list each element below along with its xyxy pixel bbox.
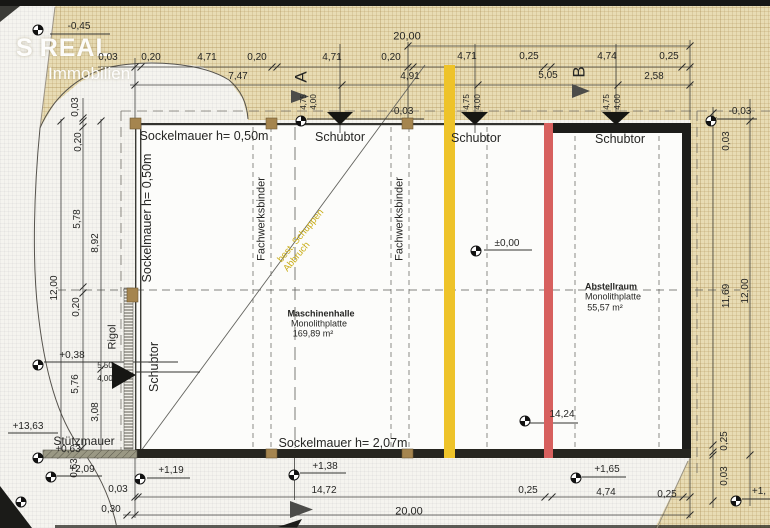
- gate3-height-4-75: 4,75: [602, 94, 611, 110]
- dim-top-4-74: 4,74: [597, 51, 617, 62]
- dim-top-0-25-a: 0,25: [519, 51, 539, 62]
- level-plus-0-63: +0,63: [55, 444, 81, 455]
- room-abstellraum-slab: Monolithplatte: [584, 291, 642, 302]
- room-abstellraum-name: Abstellraum: [584, 281, 638, 292]
- label-sockelmauer-top: Sockelmauer h= 0,50m: [139, 128, 269, 143]
- demolition-diagonal: [137, 64, 426, 456]
- boundary-slant-bottom-right: [656, 460, 689, 528]
- dim-left-5-78: 5,78: [72, 209, 83, 229]
- dim-bottom-14-72: 14,72: [311, 485, 337, 496]
- rigol-drain: [123, 287, 134, 450]
- dim-right-12-00: 12,00: [740, 278, 751, 304]
- gate4-height-5-50: 5,50: [97, 361, 113, 370]
- dim-bottom-4-74: 4,74: [596, 487, 616, 498]
- level-plus-1-38: +1,38: [312, 461, 338, 472]
- level-plus-1-19: +1,19: [158, 465, 184, 476]
- dim-right-11-69: 11,69: [721, 283, 732, 309]
- dim-bottom-0-25-b: 0,25: [657, 489, 677, 500]
- gate4-height-4-00: 4,00: [97, 374, 113, 383]
- dim-left-3-08: 3,08: [90, 402, 101, 422]
- label-fachwerksbinder-2: Fachwerksbinder: [393, 177, 406, 261]
- yellow-wall-bar: [444, 65, 455, 458]
- dim-top-0-20-c: 0,20: [381, 52, 401, 63]
- gate2-height-4-75: 4,75: [462, 94, 471, 110]
- level-14-24: 14,24: [549, 409, 575, 420]
- dim-left-0-03: 0,03: [70, 97, 81, 117]
- scan-edge-bottom: [55, 525, 770, 528]
- dim-bottom-20-00: 20,00: [395, 505, 423, 518]
- dim-top-4-71-a: 4,71: [197, 52, 217, 63]
- dim-top-0-20-b: 0,20: [247, 52, 267, 63]
- section-arrows: [290, 84, 590, 518]
- gate2-height-4-00: 4,00: [473, 94, 482, 110]
- north-arrow-partial: [278, 519, 302, 528]
- label-fachwerksbinder-1: Fachwerksbinder: [255, 177, 268, 261]
- level-minus-0-03-mid: -0,03: [390, 106, 414, 117]
- red-wall-bar: [544, 123, 553, 458]
- dim-left-0-20-b: 0,20: [71, 297, 82, 317]
- dim-top-5-05: 5,05: [538, 70, 558, 81]
- logo-subtitle: Immobilien: [48, 64, 131, 83]
- dim-top-4-91: 4,91: [400, 71, 420, 82]
- dim-top-4-71-c: 4,71: [457, 51, 477, 62]
- gate1-height-4-00: 4,00: [309, 94, 318, 110]
- room-maschinenhalle-name: Maschinenhalle: [287, 308, 355, 319]
- logo-word-real: REAL: [39, 34, 112, 62]
- room-maschinenhalle-slab: Monolithplatte: [290, 318, 348, 329]
- label-sockelmauer-left: Sockelmauer h= 0,50m: [139, 153, 154, 283]
- logo-letter-s: S: [16, 34, 34, 62]
- gate1-height-4-75: 4,75: [299, 94, 308, 110]
- level-plus-2-09: +2,09: [69, 464, 95, 475]
- dim-right-0-25: 0,25: [719, 431, 730, 451]
- level-plus-minus-0-00: ±0,00: [494, 238, 520, 249]
- dim-left-0-20-a: 0,20: [73, 132, 84, 152]
- brand-logo: S REAL Immobilien: [16, 34, 130, 84]
- level-plus-1-cut: +1,: [751, 486, 767, 497]
- level-right-minus-0-03: -0,03: [728, 106, 752, 117]
- label-schubtor-1: Schubtor: [314, 129, 366, 144]
- dim-top-0-03: 0,03: [98, 52, 118, 63]
- level-plus-13-63: +13,63: [12, 421, 44, 432]
- dim-bottom-0-30: 0,30: [101, 504, 121, 515]
- dim-left-8-92: 8,92: [90, 233, 101, 253]
- level-plus-1-65: +1,65: [594, 464, 620, 475]
- label-sockelmauer-bottom: Sockelmauer h= 2,07m: [278, 435, 408, 450]
- section-a-label: A: [291, 71, 311, 83]
- stuetzmauer-wall: [42, 449, 138, 459]
- label-stuetzmauer: Stützmauer: [53, 434, 115, 448]
- dim-top-4-71-b: 4,71: [322, 52, 342, 63]
- boundary-curve-left: [33, 127, 118, 528]
- timber-posts: [126, 117, 414, 459]
- label-schubtor-3: Schubtor: [594, 131, 646, 146]
- room-abstellraum-area: 55,57 m²: [587, 302, 623, 313]
- dim-right-0-03-bottom: 0,03: [719, 466, 730, 486]
- label-rigol: Rigol: [106, 324, 119, 350]
- dim-bottom-0-03: 0,03: [108, 484, 128, 495]
- dim-top-2-58: 2,58: [644, 71, 664, 82]
- dim-top-0-20-a: 0,20: [141, 52, 161, 63]
- dim-right-0-03-top: 0,03: [721, 131, 732, 151]
- dim-top-0-25-b: 0,25: [659, 51, 679, 62]
- gate-arrows: [112, 112, 630, 389]
- dim-left-5-76: 5,76: [70, 374, 81, 394]
- room-maschinenhalle-area: 169,89 m²: [292, 328, 334, 339]
- label-schubtor-2: Schubtor: [450, 130, 502, 145]
- scan-edge-top: [0, 0, 770, 6]
- hall-interior: [136, 125, 682, 449]
- label-schubtor-left: Schubtor: [146, 341, 161, 393]
- gate3-height-4-00: 4,00: [613, 94, 622, 110]
- dim-top-20-00: 20,00: [393, 30, 421, 43]
- level-minus-0-45: -0,45: [67, 21, 91, 32]
- dim-top-7-47: 7,47: [228, 71, 248, 82]
- top-wall-thick: [545, 123, 691, 133]
- level-plus-0-38: +0,38: [59, 350, 85, 361]
- dim-left-12-00: 12,00: [49, 275, 60, 301]
- boundary-curve-top: [39, 62, 249, 129]
- right-wall: [682, 123, 691, 458]
- dim-bottom-0-25-a: 0,25: [518, 485, 538, 496]
- section-b-label: B: [569, 66, 589, 78]
